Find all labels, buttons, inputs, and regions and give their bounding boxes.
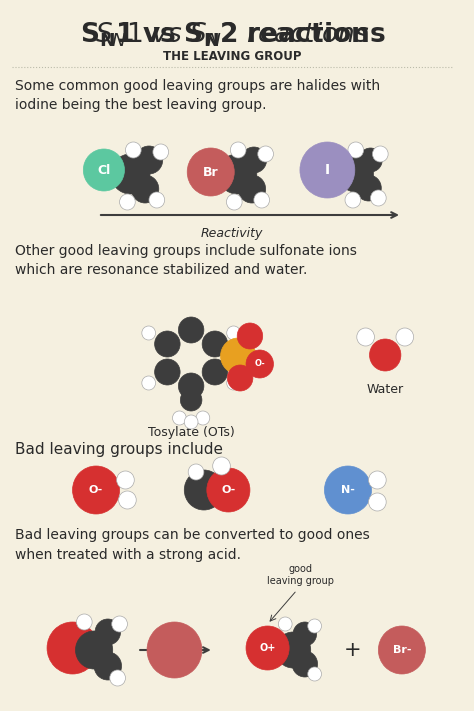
Circle shape <box>180 389 202 411</box>
Circle shape <box>75 631 113 669</box>
Circle shape <box>187 148 234 196</box>
Circle shape <box>258 146 273 162</box>
Circle shape <box>119 194 135 210</box>
Circle shape <box>227 376 240 390</box>
Circle shape <box>371 190 386 206</box>
Circle shape <box>111 154 150 194</box>
Circle shape <box>83 149 125 191</box>
Circle shape <box>202 331 228 357</box>
Text: $\mathbf{S_N}$$\mathbf{1\ vs\ S_N}$$\mathbf{2\ reactions}$: $\mathbf{S_N}$$\mathbf{1\ vs\ S_N}$$\mat… <box>80 21 385 49</box>
Circle shape <box>359 148 382 172</box>
Circle shape <box>178 317 204 343</box>
Circle shape <box>188 464 204 480</box>
Circle shape <box>196 411 210 425</box>
Text: Water: Water <box>367 383 404 396</box>
Circle shape <box>292 651 318 677</box>
Circle shape <box>73 466 119 514</box>
Circle shape <box>117 471 134 489</box>
Circle shape <box>153 144 169 160</box>
Circle shape <box>241 147 266 173</box>
Text: $S_N1\ vs\ S_N2\ reactions$: $S_N1\ vs\ S_N2\ reactions$ <box>95 21 370 49</box>
Circle shape <box>338 156 374 192</box>
Circle shape <box>293 622 317 646</box>
Text: Reactivity: Reactivity <box>201 227 264 240</box>
Circle shape <box>396 328 414 346</box>
Circle shape <box>184 415 198 429</box>
Circle shape <box>345 192 361 208</box>
Circle shape <box>227 194 242 210</box>
Text: Br: Br <box>203 166 219 178</box>
Circle shape <box>184 470 223 510</box>
Circle shape <box>155 359 180 385</box>
Circle shape <box>118 491 136 509</box>
Circle shape <box>149 192 164 208</box>
Circle shape <box>369 493 386 511</box>
Circle shape <box>357 328 374 346</box>
Circle shape <box>155 331 180 357</box>
Circle shape <box>308 667 321 681</box>
Circle shape <box>126 142 141 158</box>
Circle shape <box>278 617 292 631</box>
Circle shape <box>378 626 425 674</box>
Circle shape <box>207 468 250 512</box>
Circle shape <box>131 175 159 203</box>
Text: Bad leaving groups can be converted to good ones
when treated with a strong acid: Bad leaving groups can be converted to g… <box>15 528 369 562</box>
Circle shape <box>227 326 240 340</box>
Text: +: + <box>344 640 362 660</box>
Text: I: I <box>325 163 330 177</box>
Circle shape <box>308 619 321 633</box>
Circle shape <box>370 339 401 371</box>
Circle shape <box>373 146 388 162</box>
Circle shape <box>356 175 381 201</box>
Circle shape <box>300 142 355 198</box>
Text: O-: O- <box>255 360 265 368</box>
Text: Br-: Br- <box>392 645 411 655</box>
Circle shape <box>202 359 228 385</box>
Circle shape <box>218 154 257 194</box>
Text: good
leaving group: good leaving group <box>267 564 335 586</box>
Text: Cl: Cl <box>97 164 110 176</box>
Text: THE LEAVING GROUP: THE LEAVING GROUP <box>163 50 301 63</box>
Circle shape <box>348 142 364 158</box>
Circle shape <box>213 457 230 475</box>
Circle shape <box>94 652 121 680</box>
Circle shape <box>369 471 386 489</box>
Circle shape <box>76 614 92 630</box>
Text: O-: O- <box>221 485 236 495</box>
Circle shape <box>95 619 120 645</box>
Text: Some common good leaving groups are halides with
iodine being the best leaving g: Some common good leaving groups are hali… <box>15 79 380 112</box>
Circle shape <box>178 373 204 399</box>
Circle shape <box>112 616 128 632</box>
Text: Other good leaving groups include sulfonate ions
which are resonance stabilized : Other good leaving groups include sulfon… <box>15 244 356 277</box>
Circle shape <box>173 411 186 425</box>
Circle shape <box>47 622 98 674</box>
Circle shape <box>110 670 126 686</box>
Circle shape <box>230 142 246 158</box>
Circle shape <box>220 338 256 374</box>
Text: O+: O+ <box>259 643 276 653</box>
Text: Tosylate (OTs): Tosylate (OTs) <box>148 426 235 439</box>
Circle shape <box>142 376 155 390</box>
Circle shape <box>147 622 202 678</box>
Circle shape <box>142 326 155 340</box>
Circle shape <box>254 192 270 208</box>
Circle shape <box>228 365 253 391</box>
Circle shape <box>135 146 163 174</box>
Circle shape <box>275 632 311 668</box>
Circle shape <box>324 466 372 514</box>
Circle shape <box>237 323 263 349</box>
Text: Bad leaving groups include: Bad leaving groups include <box>15 442 223 457</box>
Circle shape <box>246 350 273 378</box>
Text: N-: N- <box>341 485 355 495</box>
Circle shape <box>246 626 289 670</box>
Text: O-: O- <box>89 485 103 495</box>
Circle shape <box>238 175 265 203</box>
